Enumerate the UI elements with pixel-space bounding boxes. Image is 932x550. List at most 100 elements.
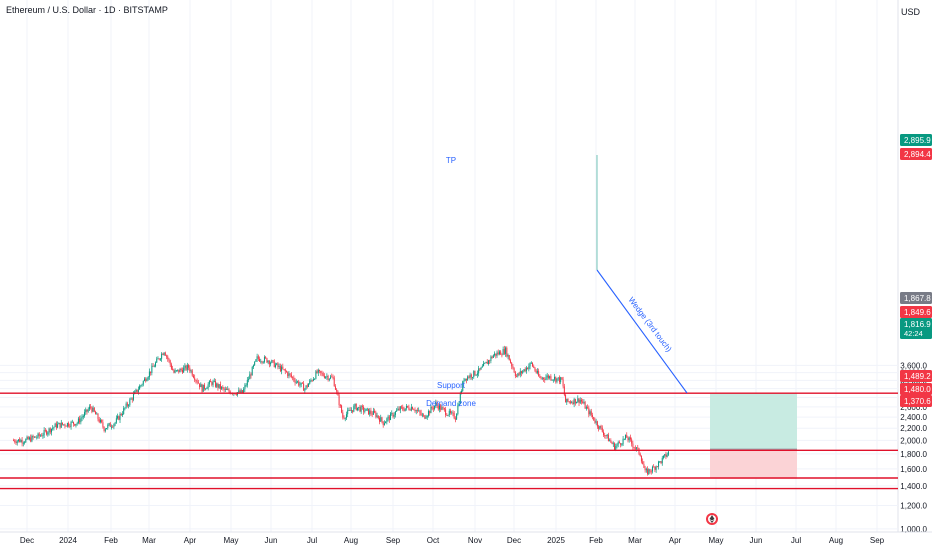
candle-body bbox=[363, 406, 365, 412]
candle-body bbox=[317, 370, 319, 373]
candle-body bbox=[38, 433, 40, 437]
candle-body bbox=[300, 382, 302, 385]
candle-body bbox=[96, 413, 98, 415]
y-tick-label: 1,800.0 bbox=[900, 450, 927, 459]
loss-zone[interactable] bbox=[710, 449, 797, 479]
candle-body bbox=[468, 376, 470, 378]
support-label: Support bbox=[437, 381, 466, 390]
candle-body bbox=[390, 413, 392, 421]
candle-body bbox=[172, 368, 174, 371]
candle-body bbox=[98, 419, 100, 423]
candle-body bbox=[551, 379, 553, 381]
candle-body bbox=[623, 438, 625, 440]
candle-body bbox=[448, 410, 450, 415]
candle-body bbox=[580, 399, 582, 402]
candle-body bbox=[640, 455, 642, 462]
candle-body bbox=[405, 405, 407, 409]
candle-body bbox=[57, 424, 59, 428]
wedge-line[interactable] bbox=[596, 269, 688, 394]
countdown-label: 42:24 bbox=[904, 329, 923, 338]
candle-body bbox=[63, 424, 65, 426]
candle-body bbox=[530, 362, 532, 364]
position-tool[interactable] bbox=[710, 393, 797, 479]
wedge-trendline[interactable] bbox=[596, 155, 688, 394]
candle-body bbox=[600, 425, 602, 428]
candle-body bbox=[615, 446, 617, 450]
y-tick-label: 1,400.0 bbox=[900, 482, 927, 491]
candle-body bbox=[148, 371, 150, 378]
candle-body bbox=[441, 407, 443, 410]
candle-body bbox=[54, 423, 56, 428]
candle-body bbox=[410, 406, 412, 411]
price-label-box bbox=[900, 383, 932, 395]
candle-body bbox=[145, 378, 147, 382]
candle-body bbox=[31, 435, 33, 442]
candle-body bbox=[650, 471, 652, 473]
candle-body bbox=[224, 389, 226, 390]
x-tick-label: Dec bbox=[507, 536, 521, 545]
candle-body bbox=[370, 410, 372, 414]
candle-body bbox=[285, 371, 287, 373]
candle-body bbox=[71, 421, 73, 423]
candle-body bbox=[221, 386, 223, 389]
candle-body bbox=[654, 466, 656, 470]
candle-body bbox=[312, 379, 314, 381]
candle-body bbox=[546, 375, 548, 378]
candle-body bbox=[188, 365, 190, 368]
candle-body bbox=[490, 356, 492, 361]
y-tick-label: 3,600.0 bbox=[900, 361, 927, 370]
candle-body bbox=[418, 410, 420, 412]
candle-body bbox=[184, 365, 186, 368]
candle-body bbox=[93, 407, 95, 412]
time-axis[interactable]: Dec 2024 Feb Mar Apr May Jun Jul Aug Sep Oct Nov Dec… bbox=[0, 531, 932, 545]
candle-body bbox=[82, 415, 84, 418]
candle-body bbox=[58, 422, 60, 425]
candle-body bbox=[554, 376, 556, 380]
candle-body bbox=[377, 415, 379, 419]
candle-body bbox=[547, 375, 549, 378]
candle-body bbox=[259, 358, 261, 362]
candle-body bbox=[634, 447, 636, 449]
candle-body bbox=[558, 377, 560, 383]
price-label-box bbox=[900, 306, 932, 318]
candle-body bbox=[46, 430, 48, 435]
candle-body bbox=[339, 405, 341, 406]
candle-body bbox=[278, 365, 280, 367]
candle-body bbox=[541, 377, 543, 379]
candle-body bbox=[287, 372, 289, 377]
candle-body bbox=[476, 373, 478, 375]
candle-body bbox=[315, 371, 317, 379]
horizontal-levels[interactable] bbox=[0, 392, 898, 490]
candle-body bbox=[158, 358, 160, 360]
candle-body bbox=[459, 393, 461, 404]
candle-body bbox=[132, 394, 134, 400]
candle-body bbox=[128, 405, 130, 407]
candle-body bbox=[562, 379, 564, 387]
candle-body bbox=[319, 370, 321, 371]
candle-body bbox=[341, 405, 343, 413]
candle-body bbox=[359, 406, 361, 412]
candle-body bbox=[427, 411, 429, 416]
candle-body bbox=[261, 361, 263, 363]
candle-body bbox=[383, 423, 385, 426]
candle-body bbox=[281, 366, 283, 372]
candle-body bbox=[605, 435, 607, 437]
candle-body bbox=[140, 385, 142, 387]
candle-body bbox=[129, 399, 131, 406]
tp-label: TP bbox=[446, 156, 456, 165]
candle-body bbox=[191, 370, 193, 376]
candle-body bbox=[352, 410, 354, 412]
candle-body bbox=[609, 440, 611, 442]
candle-body bbox=[55, 423, 57, 428]
candle-body bbox=[136, 389, 138, 392]
candle-body bbox=[358, 406, 360, 408]
candle-body bbox=[533, 366, 535, 368]
candle-body bbox=[135, 389, 137, 392]
candle-body bbox=[305, 385, 307, 389]
profit-zone[interactable] bbox=[710, 393, 797, 450]
candle-body bbox=[472, 377, 474, 378]
candle-body bbox=[612, 443, 614, 445]
ethereum-icon[interactable] bbox=[706, 513, 718, 525]
price-label-text: 1,867.8 bbox=[904, 294, 931, 303]
